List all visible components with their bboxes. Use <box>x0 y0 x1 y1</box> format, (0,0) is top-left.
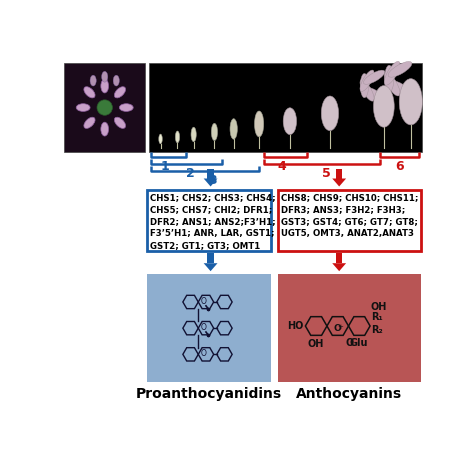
Ellipse shape <box>364 87 385 101</box>
Ellipse shape <box>388 80 412 96</box>
Bar <box>208 253 214 263</box>
Text: 2: 2 <box>186 167 195 180</box>
Ellipse shape <box>76 104 90 111</box>
Bar <box>336 169 342 178</box>
Polygon shape <box>332 263 346 271</box>
Polygon shape <box>204 178 218 187</box>
Ellipse shape <box>399 79 422 125</box>
Ellipse shape <box>230 119 237 139</box>
Text: O: O <box>201 349 207 358</box>
Ellipse shape <box>384 65 394 92</box>
FancyBboxPatch shape <box>278 274 421 382</box>
Ellipse shape <box>283 108 297 135</box>
FancyBboxPatch shape <box>278 189 421 251</box>
Ellipse shape <box>321 96 338 130</box>
Ellipse shape <box>84 87 95 98</box>
Text: 1: 1 <box>160 160 169 173</box>
Ellipse shape <box>384 72 400 96</box>
Polygon shape <box>204 263 218 271</box>
Text: O: O <box>333 324 341 333</box>
Ellipse shape <box>360 73 369 98</box>
Text: O: O <box>201 297 207 306</box>
Text: O: O <box>346 338 354 348</box>
Ellipse shape <box>175 131 180 143</box>
Text: +: + <box>337 324 343 330</box>
Ellipse shape <box>384 61 400 85</box>
Circle shape <box>97 100 112 115</box>
Bar <box>336 253 342 263</box>
Text: O: O <box>201 323 207 332</box>
Ellipse shape <box>101 79 109 93</box>
Ellipse shape <box>101 122 109 136</box>
Text: R₁: R₁ <box>371 312 383 322</box>
Ellipse shape <box>360 70 374 91</box>
Text: OH: OH <box>371 302 387 312</box>
FancyBboxPatch shape <box>64 63 145 152</box>
Text: Proanthocyanidins: Proanthocyanidins <box>136 387 282 401</box>
Text: CHS1; CHS2; CHS3; CHS4;
CHS5; CHS7; CHI2; DFR1;
DFR2; ANS1; ANS2;F3’H1;
F3’5’H1;: CHS1; CHS2; CHS3; CHS4; CHS5; CHS7; CHI2… <box>150 193 275 250</box>
FancyBboxPatch shape <box>146 274 272 382</box>
Ellipse shape <box>374 86 394 127</box>
Text: R₂: R₂ <box>371 325 383 335</box>
Text: Anthocyanins: Anthocyanins <box>296 387 402 401</box>
Text: 4: 4 <box>277 160 286 173</box>
FancyBboxPatch shape <box>149 63 421 152</box>
Ellipse shape <box>114 117 126 129</box>
Text: 5: 5 <box>322 167 330 180</box>
Bar <box>208 169 214 178</box>
Ellipse shape <box>255 111 264 137</box>
Ellipse shape <box>211 123 218 140</box>
Text: OH: OH <box>308 339 324 349</box>
Text: CHS8; CHS9; CHS10; CHS11;
DFR3; ANS3; F3H2; F3H3;
GST3; GST4; GT6; GT7; GT8;
UGT: CHS8; CHS9; CHS10; CHS11; DFR3; ANS3; F3… <box>281 193 418 238</box>
Text: Glu: Glu <box>349 338 368 348</box>
Ellipse shape <box>360 80 374 101</box>
Ellipse shape <box>113 75 119 86</box>
Ellipse shape <box>191 127 196 142</box>
Text: 6: 6 <box>395 160 404 173</box>
Ellipse shape <box>159 134 162 144</box>
Ellipse shape <box>119 104 133 111</box>
Text: HO: HO <box>287 321 304 331</box>
Text: 3: 3 <box>209 174 217 187</box>
Polygon shape <box>332 178 346 187</box>
FancyBboxPatch shape <box>146 189 272 251</box>
Ellipse shape <box>101 71 108 82</box>
Ellipse shape <box>364 70 385 84</box>
Ellipse shape <box>114 87 126 98</box>
Ellipse shape <box>388 61 412 77</box>
Ellipse shape <box>90 75 96 86</box>
Ellipse shape <box>84 117 95 129</box>
